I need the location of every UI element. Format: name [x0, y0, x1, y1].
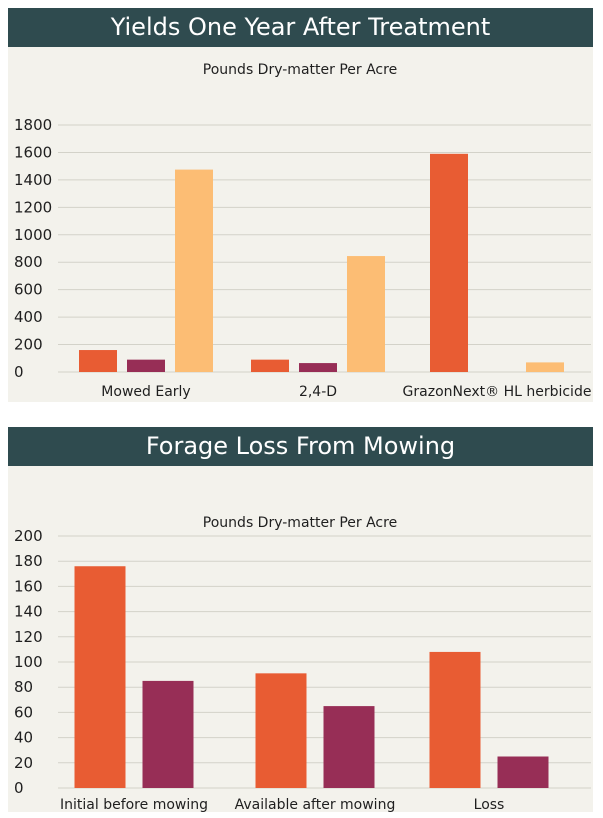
x-category-label: Mowed Early	[101, 384, 190, 400]
bar-grass-2	[255, 673, 307, 788]
bar-grass-1	[74, 566, 126, 788]
bar-grass-1	[79, 350, 117, 372]
y-tick-label: 120	[14, 628, 43, 646]
y-tick-label: 1400	[14, 171, 52, 189]
y-tick-label: 20	[14, 754, 33, 772]
y-tick-label: 100	[14, 653, 43, 671]
x-category-label: 2,4-D	[299, 384, 337, 400]
y-tick-label: 1800	[14, 116, 52, 134]
bar-clover-1	[142, 680, 194, 788]
chart-plot-area: Pounds Dry-matter Per Acre 0 20 40 60 80 100 12…	[8, 466, 593, 812]
y-tick-label: 60	[14, 703, 33, 721]
x-category-label: Available after mowing	[235, 797, 396, 812]
bar-grass-2	[251, 359, 289, 372]
y-tick-label: 80	[14, 678, 33, 696]
y-tick-label: 160	[14, 577, 43, 595]
y-tick-label: 180	[14, 552, 43, 570]
bar-clover-3	[497, 756, 549, 788]
bar-grass-3	[429, 651, 481, 788]
y-tick-label: 200	[14, 336, 43, 354]
x-category-label: GrazonNext® HL herbicide	[403, 384, 592, 400]
chart-svg: Pounds Dry-matter Per Acre 0 20 40 60 80 100 12…	[14, 515, 591, 812]
x-category-label: Loss	[474, 797, 505, 812]
chart-subtitle: Pounds Dry-matter Per Acre	[203, 62, 397, 78]
y-tick-label: 1200	[14, 198, 52, 216]
bar-weeds-3	[526, 362, 564, 372]
y-tick-label: 200	[14, 527, 43, 545]
chart-svg: Pounds Dry-matter Per Acre 0 200 400 600 800 1…	[14, 62, 592, 400]
x-category-label: Initial before mowing	[60, 797, 208, 812]
y-tick-label: 800	[14, 253, 43, 271]
y-tick-label: 140	[14, 603, 43, 621]
y-tick-label: 1000	[14, 226, 52, 244]
chart-panel-forage-loss: Forage Loss From Mowing Pounds Dry-matte…	[8, 427, 593, 812]
y-tick-label: 600	[14, 281, 43, 299]
bar-clover-2	[323, 706, 375, 788]
y-tick-label: 400	[14, 308, 43, 326]
chart-title: Forage Loss From Mowing	[8, 427, 593, 466]
bar-grass-3	[430, 153, 468, 372]
chart-panel-yields: Yields One Year After Treatment Pounds D…	[8, 8, 593, 402]
y-tick-label: 0	[14, 363, 24, 381]
bar-weeds-2	[347, 256, 385, 372]
y-tick-label: 1600	[14, 143, 52, 161]
chart-plot-area: Pounds Dry-matter Per Acre 0 200 400 600 800 1…	[8, 47, 593, 402]
chart-title: Yields One Year After Treatment	[8, 8, 593, 47]
y-tick-label: 0	[14, 779, 24, 797]
bar-weeds-1	[175, 169, 213, 372]
bar-clover-1	[127, 359, 165, 372]
bar-clover-2	[299, 363, 337, 372]
chart-subtitle: Pounds Dry-matter Per Acre	[203, 515, 397, 531]
y-tick-label: 40	[14, 729, 33, 747]
